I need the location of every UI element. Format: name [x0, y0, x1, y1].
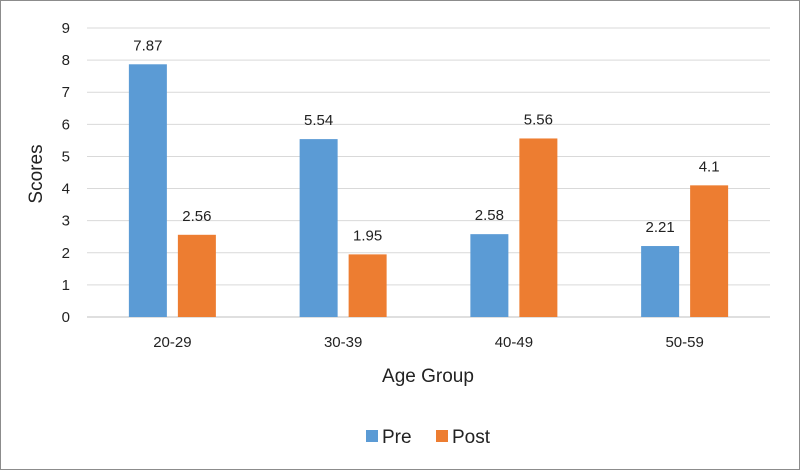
legend-label-pre: Pre — [382, 427, 412, 448]
y-tick-label: 2 — [62, 245, 70, 262]
y-tick-label: 0 — [62, 309, 70, 326]
data-label: 2.58 — [475, 207, 504, 224]
y-tick-label: 5 — [62, 148, 70, 165]
y-tick-label: 1 — [62, 277, 70, 294]
data-label: 5.56 — [524, 111, 553, 128]
x-axis-ticks: 20-29 30-39 40-49 50-59 — [153, 334, 704, 351]
data-label: 1.95 — [353, 227, 382, 244]
data-label: 4.1 — [699, 158, 720, 175]
data-label: 7.87 — [133, 37, 162, 54]
x-tick-label: 30-39 — [324, 334, 362, 351]
bar-post-30-39 — [348, 254, 387, 317]
bar-post-40-49 — [519, 138, 558, 317]
x-tick-label: 20-29 — [153, 334, 191, 351]
bar-pre-30-39 — [299, 139, 338, 317]
y-tick-label: 8 — [62, 52, 70, 69]
y-axis-title: Scores — [26, 144, 47, 203]
bar-post-20-29 — [177, 234, 216, 317]
y-tick-label: 7 — [62, 84, 70, 101]
legend-swatch-pre — [366, 430, 378, 442]
legend-swatch-post — [436, 430, 448, 442]
y-tick-label: 3 — [62, 213, 70, 230]
data-label: 2.56 — [182, 208, 211, 225]
y-axis-ticks: 0 1 2 3 4 5 6 7 8 9 — [62, 20, 70, 326]
x-axis-title: Age Group — [382, 366, 474, 387]
y-tick-label: 4 — [62, 181, 70, 198]
bars — [128, 64, 729, 317]
x-tick-label: 40-49 — [495, 334, 533, 351]
legend: Pre Post — [366, 427, 491, 448]
y-tick-label: 9 — [62, 20, 70, 37]
legend-label-post: Post — [452, 427, 491, 448]
bar-pre-50-59 — [641, 246, 680, 317]
data-label: 5.54 — [304, 112, 333, 129]
bar-pre-20-29 — [128, 64, 167, 317]
data-labels: 7.87 2.56 5.54 1.95 2.58 5.56 2.21 4.1 — [133, 37, 719, 244]
bar-pre-40-49 — [470, 234, 509, 317]
data-label: 2.21 — [646, 219, 675, 236]
bar-post-50-59 — [690, 185, 729, 317]
x-tick-label: 50-59 — [665, 334, 703, 351]
y-tick-label: 6 — [62, 116, 70, 133]
